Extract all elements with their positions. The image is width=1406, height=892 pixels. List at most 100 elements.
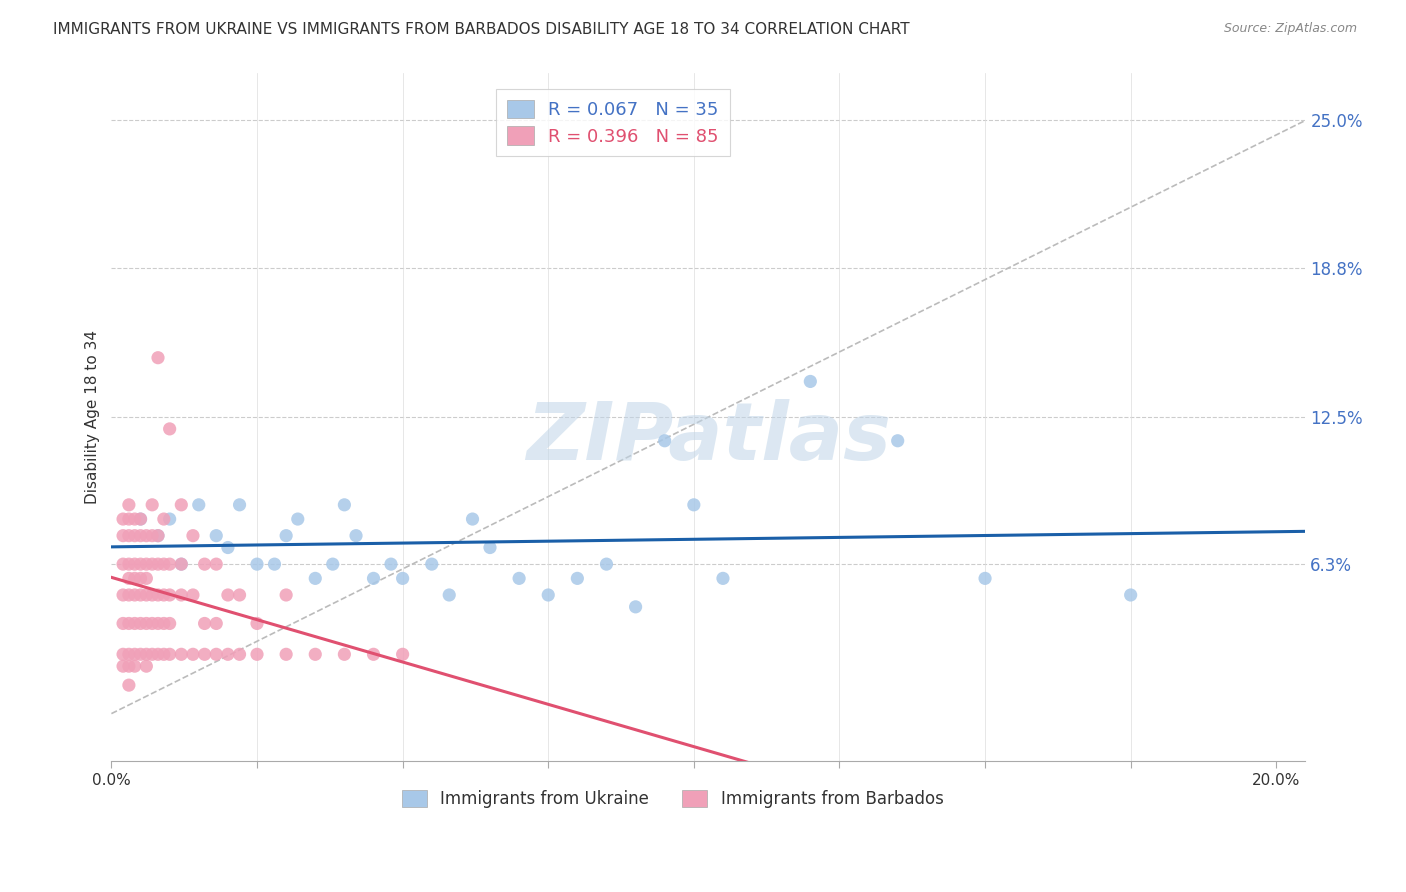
Point bbox=[228, 588, 250, 602]
Point bbox=[124, 588, 146, 602]
Point bbox=[124, 512, 146, 526]
Y-axis label: Disability Age 18 to 34: Disability Age 18 to 34 bbox=[86, 330, 100, 504]
Point bbox=[205, 529, 228, 543]
Point bbox=[141, 498, 163, 512]
Point bbox=[129, 557, 152, 571]
Point bbox=[146, 529, 169, 543]
Point bbox=[112, 512, 135, 526]
Point bbox=[112, 588, 135, 602]
Point bbox=[118, 616, 141, 631]
Point bbox=[124, 529, 146, 543]
Point bbox=[118, 498, 141, 512]
Point bbox=[118, 659, 141, 673]
Point bbox=[420, 557, 443, 571]
Point bbox=[246, 557, 269, 571]
Point bbox=[170, 588, 193, 602]
Point bbox=[159, 422, 181, 436]
Point bbox=[159, 588, 181, 602]
Point bbox=[135, 648, 157, 662]
Point bbox=[799, 375, 821, 389]
Point bbox=[567, 571, 589, 585]
Point bbox=[194, 648, 217, 662]
Point bbox=[217, 648, 239, 662]
Point bbox=[391, 571, 413, 585]
Point bbox=[159, 616, 181, 631]
Point bbox=[118, 648, 141, 662]
Point bbox=[205, 648, 228, 662]
Point bbox=[118, 678, 141, 692]
Point bbox=[146, 351, 169, 365]
Point bbox=[682, 498, 704, 512]
Point bbox=[135, 659, 157, 673]
Point bbox=[118, 557, 141, 571]
Point bbox=[159, 512, 181, 526]
Point bbox=[129, 616, 152, 631]
Point bbox=[537, 588, 560, 602]
Point bbox=[124, 616, 146, 631]
Point bbox=[439, 588, 461, 602]
Point bbox=[118, 588, 141, 602]
Point bbox=[479, 541, 502, 555]
Point bbox=[124, 557, 146, 571]
Point bbox=[181, 588, 204, 602]
Point bbox=[170, 648, 193, 662]
Text: ZIPatlas: ZIPatlas bbox=[526, 399, 891, 476]
Point bbox=[205, 616, 228, 631]
Point bbox=[181, 648, 204, 662]
Point bbox=[135, 616, 157, 631]
Point bbox=[595, 557, 617, 571]
Point bbox=[333, 648, 356, 662]
Point bbox=[181, 529, 204, 543]
Point bbox=[141, 529, 163, 543]
Point bbox=[322, 557, 344, 571]
Point bbox=[112, 648, 135, 662]
Point bbox=[129, 588, 152, 602]
Point bbox=[129, 648, 152, 662]
Point bbox=[217, 588, 239, 602]
Point bbox=[141, 588, 163, 602]
Point bbox=[146, 557, 169, 571]
Point bbox=[153, 588, 176, 602]
Point bbox=[146, 588, 169, 602]
Point bbox=[129, 571, 152, 585]
Point bbox=[141, 648, 163, 662]
Point bbox=[187, 498, 209, 512]
Point bbox=[886, 434, 908, 448]
Point bbox=[380, 557, 402, 571]
Point bbox=[246, 648, 269, 662]
Point bbox=[153, 512, 176, 526]
Point bbox=[333, 498, 356, 512]
Point bbox=[217, 541, 239, 555]
Point bbox=[624, 599, 647, 614]
Point bbox=[118, 512, 141, 526]
Point bbox=[112, 529, 135, 543]
Text: IMMIGRANTS FROM UKRAINE VS IMMIGRANTS FROM BARBADOS DISABILITY AGE 18 TO 34 CORR: IMMIGRANTS FROM UKRAINE VS IMMIGRANTS FR… bbox=[53, 22, 910, 37]
Point bbox=[276, 588, 298, 602]
Point bbox=[194, 557, 217, 571]
Point bbox=[344, 529, 367, 543]
Point bbox=[170, 557, 193, 571]
Point bbox=[135, 571, 157, 585]
Point bbox=[194, 616, 217, 631]
Point bbox=[246, 616, 269, 631]
Point bbox=[112, 659, 135, 673]
Point bbox=[129, 529, 152, 543]
Text: Source: ZipAtlas.com: Source: ZipAtlas.com bbox=[1223, 22, 1357, 36]
Point bbox=[112, 616, 135, 631]
Point bbox=[276, 529, 298, 543]
Point bbox=[129, 512, 152, 526]
Point bbox=[141, 557, 163, 571]
Point bbox=[276, 648, 298, 662]
Point bbox=[170, 498, 193, 512]
Point bbox=[974, 571, 997, 585]
Point bbox=[112, 557, 135, 571]
Point bbox=[228, 648, 250, 662]
Point bbox=[135, 529, 157, 543]
Point bbox=[146, 616, 169, 631]
Point bbox=[135, 557, 157, 571]
Point bbox=[118, 571, 141, 585]
Point bbox=[1119, 588, 1142, 602]
Point bbox=[711, 571, 734, 585]
Point bbox=[129, 512, 152, 526]
Point bbox=[146, 648, 169, 662]
